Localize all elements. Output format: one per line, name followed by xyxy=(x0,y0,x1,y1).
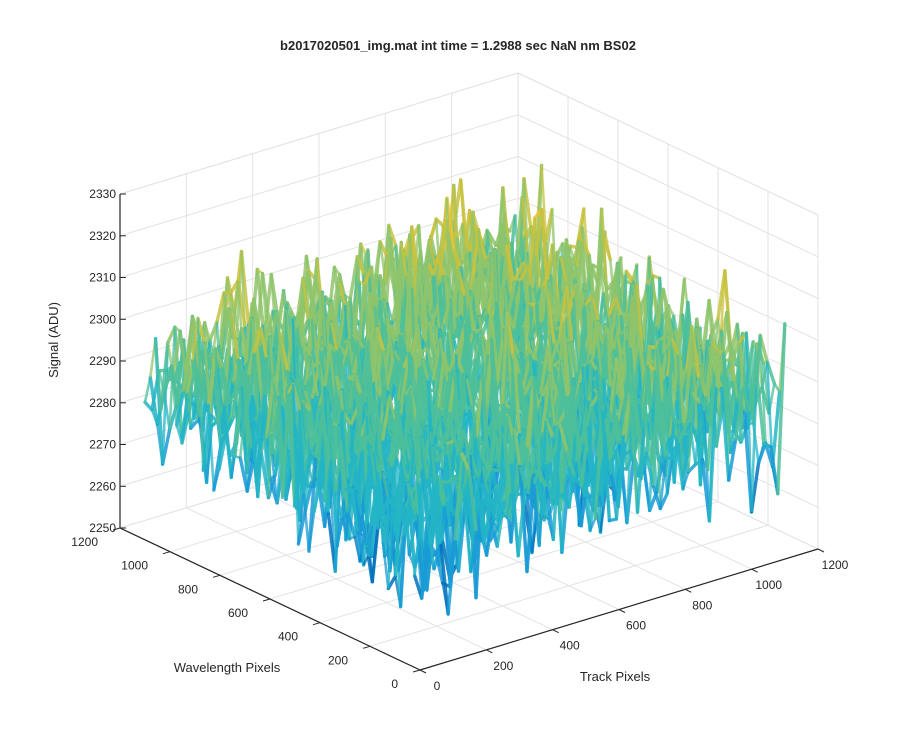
surface-segment xyxy=(520,197,529,254)
surface-segment xyxy=(378,241,387,281)
surface-segment xyxy=(456,268,465,319)
surface-segment xyxy=(301,278,310,320)
surface-segment xyxy=(477,229,486,312)
surface-segment xyxy=(154,338,163,410)
surface-segment xyxy=(264,309,275,341)
surface-segment xyxy=(512,278,523,330)
surface-segment xyxy=(171,329,182,377)
surface-segment xyxy=(471,211,480,230)
surface-segment xyxy=(442,296,453,326)
surface-segment xyxy=(475,277,486,314)
surface-segment xyxy=(215,291,226,324)
surface-segment xyxy=(190,358,202,419)
grid-line xyxy=(517,72,819,216)
grid-line xyxy=(119,156,519,278)
surface-plot xyxy=(143,163,787,616)
surface-segment xyxy=(338,274,347,297)
surface-segment xyxy=(480,274,489,310)
surface-segment xyxy=(428,240,436,265)
surface-segment xyxy=(231,359,242,420)
surface-segment xyxy=(203,322,212,341)
surface-segment xyxy=(259,328,268,359)
surface-segment xyxy=(159,382,168,410)
surface-segment xyxy=(294,342,305,448)
surface-segment xyxy=(236,280,245,359)
surface-segment xyxy=(240,386,249,492)
grid-line xyxy=(517,114,819,258)
surface-segment xyxy=(359,243,368,256)
surface-segment xyxy=(173,325,184,440)
surface-segment xyxy=(212,469,221,491)
surface-segment xyxy=(289,373,298,384)
surface-segment xyxy=(243,301,254,367)
surface-segment xyxy=(338,282,347,306)
surface-segment xyxy=(238,455,249,493)
surface-segment xyxy=(174,388,186,427)
surface-segment xyxy=(206,346,218,406)
surface-segment xyxy=(181,339,193,393)
surface-segment xyxy=(469,228,481,290)
surface-segment xyxy=(392,240,403,337)
grid-line xyxy=(319,501,719,624)
surface-segment xyxy=(505,245,514,296)
surface-segment xyxy=(207,403,216,491)
surface-segment xyxy=(533,218,542,289)
surface-segment xyxy=(189,406,198,429)
grid-line xyxy=(369,524,769,647)
grid-line xyxy=(119,72,519,195)
grid-line xyxy=(517,156,819,299)
surface-segment xyxy=(331,272,342,315)
surface-segment xyxy=(170,365,178,426)
surface-segment xyxy=(233,384,244,459)
surface-segment xyxy=(214,348,223,446)
surface-segment xyxy=(208,320,219,342)
surface-segment xyxy=(348,255,359,300)
surface-segment xyxy=(217,406,226,470)
surface-segment xyxy=(229,315,238,389)
surface-segment xyxy=(506,276,518,315)
surface-segment xyxy=(201,403,210,471)
surface-segment xyxy=(178,331,187,372)
surface-segment xyxy=(223,406,231,456)
surface-segment xyxy=(148,375,160,426)
surface-segment xyxy=(436,258,445,278)
surface-segment xyxy=(180,391,189,444)
surface-segment xyxy=(336,303,347,352)
grid-line xyxy=(517,197,819,341)
surface-segment xyxy=(400,242,408,278)
surface-segment xyxy=(428,264,436,277)
surface-segment xyxy=(252,327,263,355)
surface-segment xyxy=(543,207,554,245)
grid-line xyxy=(119,114,519,237)
surface-segment xyxy=(196,318,205,471)
